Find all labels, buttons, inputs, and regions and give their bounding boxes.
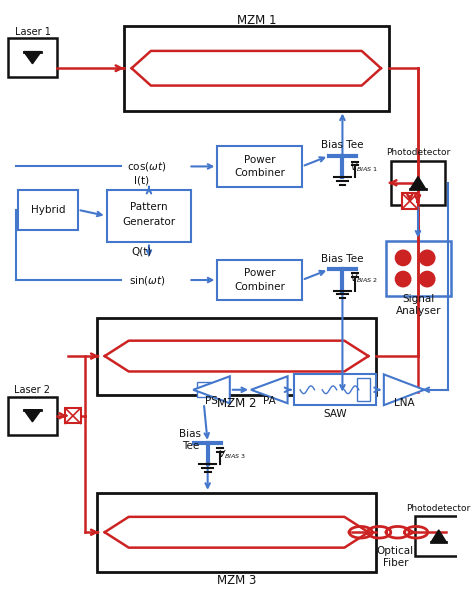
Text: MZM 3: MZM 3 [217, 574, 256, 587]
Bar [9, 397, 56, 435]
Polygon shape [410, 177, 426, 189]
Polygon shape [431, 530, 447, 543]
Text: Signal
Analyser: Signal Analyser [396, 294, 441, 316]
Polygon shape [384, 375, 424, 405]
Text: Power: Power [244, 268, 275, 278]
Bar [97, 318, 376, 395]
Text: PS: PS [205, 397, 218, 406]
Text: Power: Power [244, 154, 275, 165]
Text: Combiner: Combiner [234, 282, 285, 292]
Polygon shape [24, 409, 41, 422]
Bar [415, 516, 463, 557]
Polygon shape [251, 376, 288, 403]
Text: Pattern: Pattern [130, 202, 168, 212]
Bar [65, 408, 81, 424]
Text: Q(t): Q(t) [131, 246, 151, 256]
Bar [386, 240, 451, 297]
Bar [9, 39, 56, 77]
Text: MZM 1: MZM 1 [237, 13, 276, 26]
Bar [124, 26, 389, 110]
Text: MZM 2: MZM 2 [217, 397, 256, 409]
Text: LNA: LNA [394, 398, 414, 408]
Text: Photodetector: Photodetector [407, 504, 471, 512]
Text: $\cos(\omega t)$: $\cos(\omega t)$ [128, 160, 167, 173]
Circle shape [395, 250, 411, 265]
Text: Bias: Bias [179, 429, 201, 439]
Bar [107, 189, 191, 243]
Polygon shape [193, 376, 230, 403]
Bar [217, 147, 302, 186]
Text: Optical
Fiber: Optical Fiber [377, 546, 414, 568]
Text: $V_{BIAS\ 2}$: $V_{BIAS\ 2}$ [349, 273, 378, 285]
Bar [18, 189, 78, 230]
Bar [197, 382, 210, 397]
Text: Laser 2: Laser 2 [15, 385, 50, 395]
Text: $V_{BIAS\ 3}$: $V_{BIAS\ 3}$ [218, 448, 246, 460]
Bar [357, 378, 370, 402]
Text: Laser 1: Laser 1 [15, 26, 50, 37]
Bar [97, 493, 376, 572]
Bar [217, 260, 302, 300]
Circle shape [419, 250, 435, 265]
Text: Bias Tee: Bias Tee [321, 254, 364, 264]
Text: Photodetector: Photodetector [386, 148, 450, 158]
Circle shape [395, 272, 411, 287]
Text: I(t): I(t) [134, 176, 149, 186]
Polygon shape [24, 51, 41, 64]
Text: $V_{BIAS\ 1}$: $V_{BIAS\ 1}$ [349, 161, 378, 173]
Text: Combiner: Combiner [234, 168, 285, 178]
Text: Bias Tee: Bias Tee [321, 140, 364, 150]
Text: Hybrid: Hybrid [31, 205, 65, 215]
Bar [402, 193, 418, 209]
Bar [391, 161, 446, 205]
Circle shape [419, 272, 435, 287]
Text: $\sin(\omega t)$: $\sin(\omega t)$ [128, 273, 165, 286]
Bar [294, 375, 376, 405]
Text: Generator: Generator [122, 217, 175, 227]
Text: PA: PA [263, 397, 276, 406]
Text: SAW: SAW [323, 409, 347, 419]
Text: Tee: Tee [182, 441, 199, 451]
